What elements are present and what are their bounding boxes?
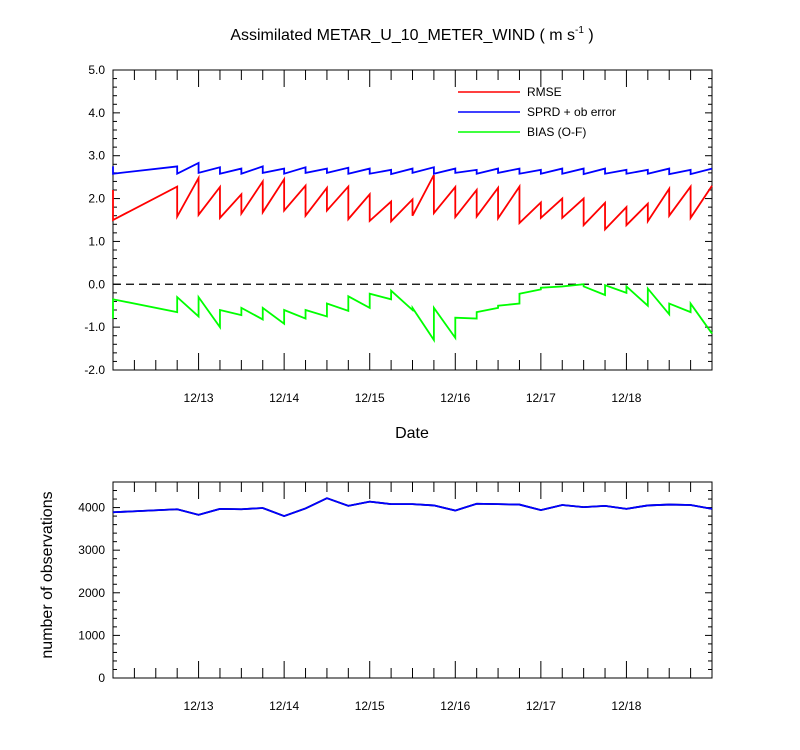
top-axis-ticks [112, 69, 713, 371]
x-tick-label: 12/13 [184, 699, 214, 713]
chart-title: Assimilated METAR_U_10_METER_WIND ( m s-… [230, 25, 593, 44]
bottom-plot-frame [112, 481, 713, 679]
top-y-tick-labels: 5.0 4.0 3.0 2.0 1.0 0.0 -1.0 -2.0 [84, 63, 105, 377]
bottom-series-group [112, 497, 713, 518]
x-tick-label: 12/14 [269, 391, 299, 405]
bottom-axis-ticks [112, 481, 713, 679]
y-tick-label: -2.0 [84, 363, 105, 377]
legend: RMSE SPRD + ob error BIAS (O-F) [458, 85, 616, 139]
series-line-rmse [112, 174, 713, 232]
x-tick-label: 12/16 [440, 391, 470, 405]
legend-label-sprd: SPRD + ob error [527, 105, 616, 119]
x-tick-label: 12/17 [526, 699, 556, 713]
y-tick-label: 2.0 [88, 192, 105, 206]
y-tick-label: 5.0 [88, 63, 105, 77]
bottom-y-tick-labels: 4000 3000 2000 1000 0 [78, 501, 105, 685]
y-tick-label: 4.0 [88, 106, 105, 120]
x-tick-label: 12/18 [611, 699, 641, 713]
y-tick-label: 2000 [78, 586, 105, 600]
top-panel: 5.04.03.02.01.00.0-1.0-2.0 12/13 12/14 12/… [84, 63, 713, 442]
x-tick-label: 12/15 [355, 699, 385, 713]
series-line-sprd-ob-error [112, 161, 713, 176]
y-tick-label: 3000 [78, 543, 105, 557]
x-tick-label: 12/15 [355, 391, 385, 405]
top-x-tick-labels: 12/13 12/14 12/15 12/16 12/17 12/18 [184, 391, 642, 405]
top-series-group [112, 161, 713, 343]
obs-line-assimilated-observations [112, 497, 713, 518]
x-tick-label: 12/16 [440, 699, 470, 713]
y-tick-label: 4000 [78, 501, 105, 515]
x-tick-label: 12/17 [526, 391, 556, 405]
y-tick-label: 1.0 [88, 234, 105, 248]
x-tick-label: 12/13 [184, 391, 214, 405]
y-tick-label: -1.0 [84, 320, 105, 334]
y-tick-label: 0 [98, 671, 105, 685]
x-tick-label: 12/14 [269, 699, 299, 713]
y-tick-label: 1000 [78, 628, 105, 642]
legend-label-bias: BIAS (O-F) [527, 125, 586, 139]
bottom-x-tick-labels: 12/13 12/14 12/15 12/16 12/17 12/18 [184, 699, 642, 713]
y-axis-title-observations: number of observations [39, 491, 56, 658]
y-tick-label: 3.0 [88, 149, 105, 163]
top-plot-frame [112, 69, 713, 371]
x-tick-label: 12/18 [611, 391, 641, 405]
x-axis-title: Date [395, 425, 429, 442]
y-tick-label: 0.0 [88, 277, 105, 291]
legend-label-rmse: RMSE [527, 85, 562, 99]
series-line-bias-o-f [112, 283, 713, 343]
